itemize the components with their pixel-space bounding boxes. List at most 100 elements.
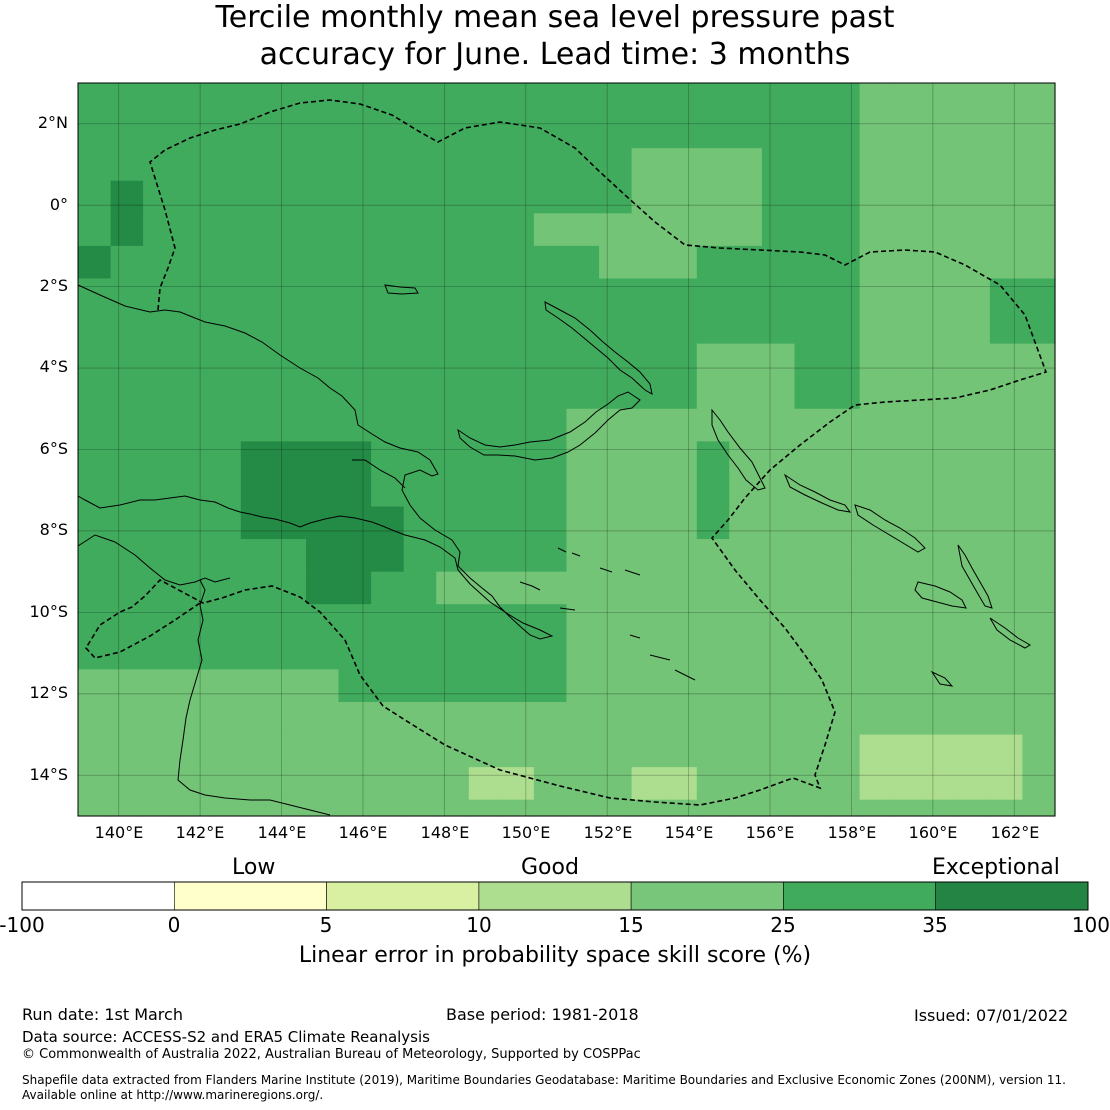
grid-cell (794, 441, 828, 475)
grid-cell (989, 636, 1024, 670)
grid-cell (892, 115, 926, 149)
grid-cell (566, 343, 600, 377)
grid-cell (957, 702, 991, 736)
grid-cell (794, 311, 828, 345)
grid-cell (208, 408, 242, 442)
grid-cell (859, 669, 893, 703)
grid-cell (403, 767, 437, 801)
lon-label-148e: 148°E (420, 823, 470, 842)
grid-cell (501, 539, 535, 573)
grid-cell (110, 376, 144, 410)
grid-cell (599, 408, 633, 442)
grid-cell (1022, 311, 1056, 345)
grid-cell (892, 343, 926, 377)
grid-cell (208, 799, 242, 817)
grid-cell (664, 311, 698, 345)
grid-cell (468, 213, 502, 247)
rennell-coastline (930, 670, 954, 687)
grid-cell (859, 148, 893, 182)
grid-cell (175, 148, 209, 182)
grid-cell (175, 245, 209, 280)
grid-cell (892, 441, 926, 475)
grid-cell (957, 245, 991, 280)
grid-cell (436, 539, 470, 573)
grid-cell (501, 278, 535, 312)
grid-cell (110, 408, 144, 442)
colorbar-label: Linear error in probability space skill … (298, 943, 812, 968)
grid-cell (306, 311, 340, 345)
grid-cell (78, 669, 112, 703)
grid-cell (78, 83, 112, 117)
grid-cell (664, 376, 698, 410)
grid-cell (892, 408, 926, 442)
grid-cell (143, 734, 177, 768)
grid-cell (501, 604, 535, 638)
grid-cell (599, 767, 633, 801)
copyright-notice: © Commonwealth of Australia 2022, Austra… (22, 1047, 641, 1062)
grid-cell (208, 506, 242, 540)
grid-cell (240, 506, 274, 540)
grid-cell (631, 799, 665, 817)
grid-cell (371, 278, 405, 312)
grid-cell (827, 571, 861, 605)
santa-isabel-coastline (854, 504, 926, 553)
grid-cell (761, 115, 796, 149)
colorbar-category-low: Low (232, 855, 276, 880)
grid-cell (533, 245, 568, 280)
grid-cell (371, 636, 405, 670)
grid-cell (761, 473, 796, 508)
grid-cell (892, 604, 926, 638)
grid-cell (501, 473, 535, 508)
grid-cell (566, 636, 600, 670)
grid-cell (696, 115, 730, 149)
grid-cell (306, 441, 340, 475)
grid-cell (631, 311, 665, 345)
grid-cell (143, 669, 177, 703)
grid-cell (989, 604, 1024, 638)
grid-cell (338, 767, 372, 801)
grid-cell (208, 180, 242, 214)
grid-cell (78, 213, 112, 247)
grid-cell (306, 278, 340, 312)
grid-cell (664, 343, 698, 377)
grid-cell (468, 245, 502, 280)
grid-cell (924, 311, 958, 345)
grid-cell (208, 115, 242, 149)
grid-cell (794, 376, 828, 410)
grid-cell (989, 669, 1024, 703)
grid-cell (533, 180, 568, 214)
grid-cell (1022, 148, 1056, 182)
grid-cell (240, 180, 274, 214)
grid-cell (729, 115, 763, 149)
grid-cell (306, 767, 340, 801)
grid-cell (273, 83, 307, 117)
grid-cell (1022, 734, 1056, 768)
grid-cell (501, 799, 535, 817)
lat-label-2n: 2°N (37, 113, 68, 132)
grid-cell (729, 148, 763, 182)
grid-cell (599, 734, 633, 768)
grid-cell (273, 636, 307, 670)
grid-cell (827, 473, 861, 508)
grid-cell (468, 278, 502, 312)
grid-cell (338, 702, 372, 736)
grid-cell (78, 636, 112, 670)
grid-cell (989, 83, 1024, 117)
grid-cell (1022, 539, 1056, 573)
grid-cell (664, 767, 698, 801)
grid-cell (696, 604, 730, 638)
grid-cell (794, 506, 828, 540)
grid-cell (631, 83, 665, 117)
grid-cell (729, 799, 763, 817)
grid-cell (859, 539, 893, 573)
grid-cell (989, 115, 1024, 149)
grid-cell (664, 571, 698, 605)
grid-cell (664, 115, 698, 149)
grid-cell (566, 180, 600, 214)
grid-cell (924, 278, 958, 312)
grid-cell (924, 767, 958, 801)
grid-cell (240, 213, 274, 247)
grid-cell (729, 376, 763, 410)
grid-cell (859, 636, 893, 670)
grid-cell (631, 669, 665, 703)
